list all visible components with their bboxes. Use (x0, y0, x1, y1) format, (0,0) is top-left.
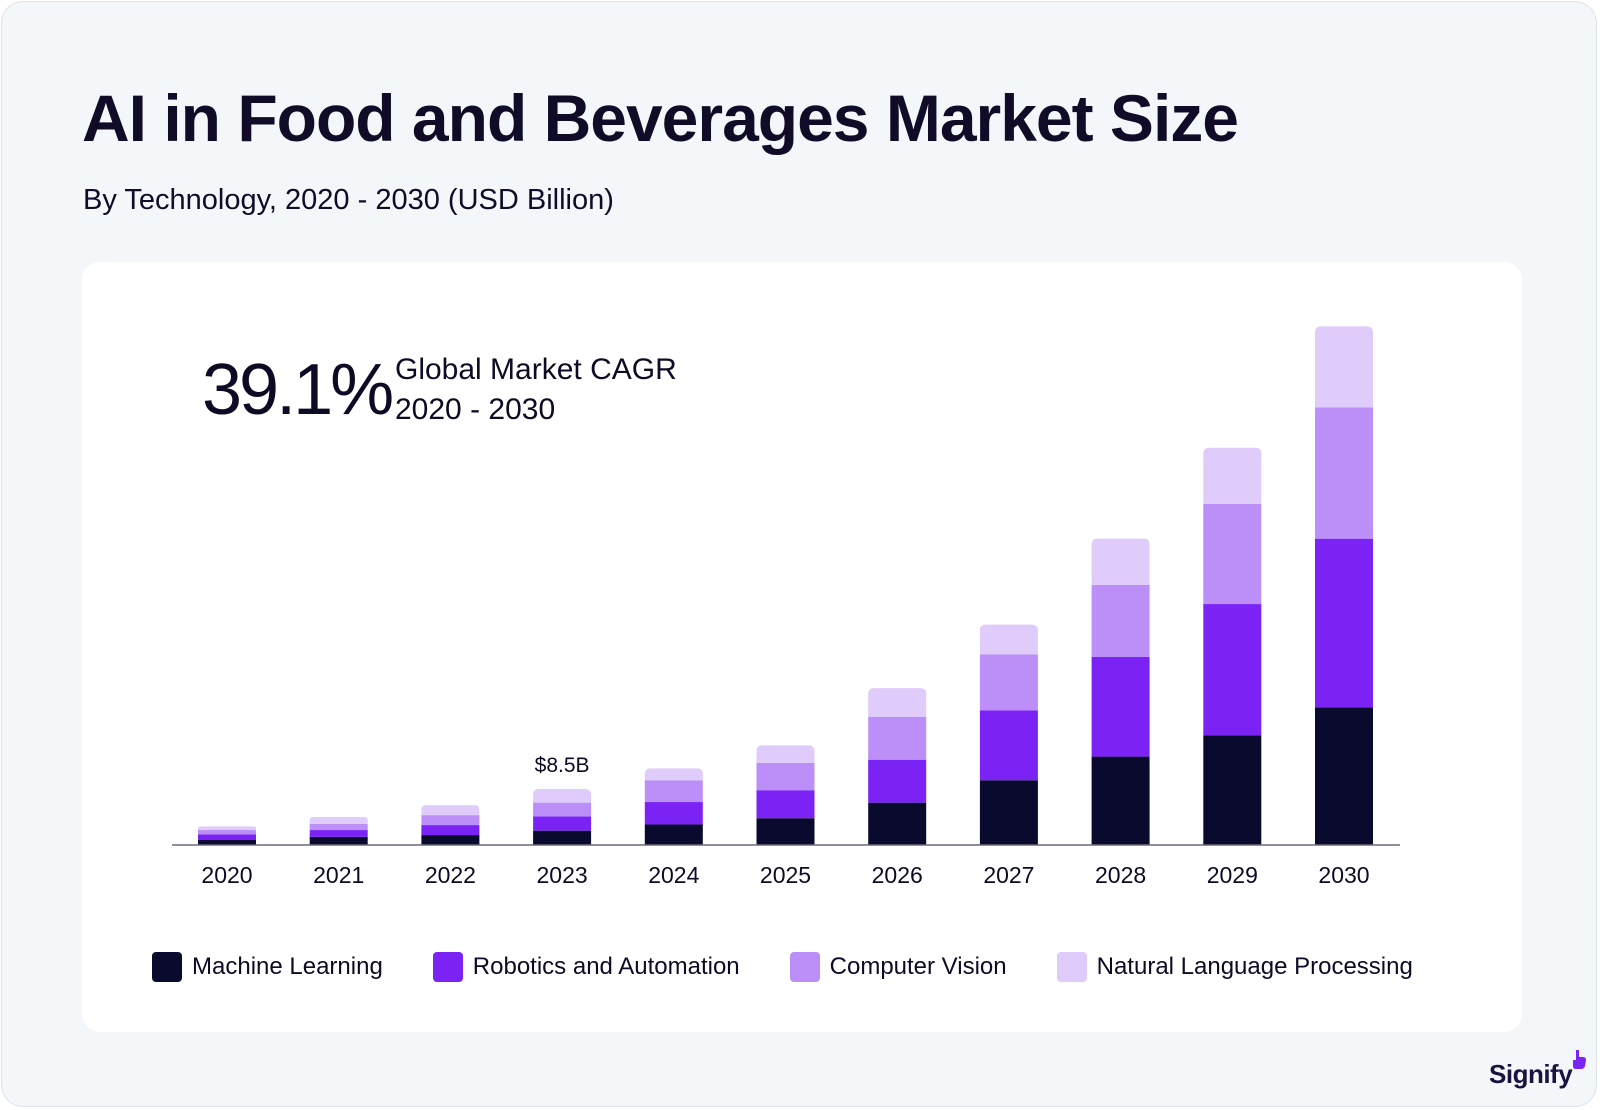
bar-segment-natural-language-processing-2024 (644, 768, 703, 781)
bar-segment-robotics-and-automation-2026 (868, 759, 927, 803)
bar-segment-natural-language-processing-2022 (421, 805, 480, 816)
bar-segment-machine-learning-2026 (868, 802, 927, 845)
bar-segment-natural-language-processing-2020 (198, 826, 256, 831)
x-tick-label-2027: 2027 (983, 862, 1034, 888)
legend-item-natural-language-processing: Natural Language Processing (1056, 952, 1413, 982)
x-tick-label-2028: 2028 (1095, 862, 1146, 888)
bar-segment-natural-language-processing-2025 (756, 745, 815, 763)
data-label-2023: $8.5B (535, 754, 590, 777)
bar-segment-natural-language-processing-2029 (1203, 447, 1262, 504)
chart-legend: Machine Learning Robotics and Automation C… (152, 952, 1413, 982)
legend-item-robotics-and-automation: Robotics and Automation (432, 952, 740, 982)
bar-segment-natural-language-processing-2028 (1091, 538, 1150, 585)
bar-segment-natural-language-processing-2023 (533, 788, 592, 803)
chart-card: 39.1% Global Market CAGR 2020 - 2030 202… (82, 262, 1522, 1032)
bar-segment-natural-language-processing-2026 (868, 688, 927, 717)
bar-segment-robotics-and-automation-2027 (979, 710, 1038, 781)
legend-swatch-computer-vision (789, 952, 820, 982)
bar-segment-robotics-and-automation-2020 (198, 834, 256, 841)
x-tick-label-2021: 2021 (313, 862, 364, 888)
bar-segment-computer-vision-2027 (979, 654, 1038, 711)
x-tick-label-2030: 2030 (1318, 862, 1369, 888)
legend-label-machine-learning: Machine Learning (192, 953, 383, 980)
cagr-label-line2: 2020 - 2030 (395, 393, 556, 426)
bar-segment-machine-learning-2025 (756, 818, 815, 845)
x-tick-label-2020: 2020 (201, 862, 252, 888)
legend-swatch-robotics-and-automation (432, 952, 463, 982)
bar-segment-natural-language-processing-2021 (309, 816, 368, 824)
bar-segment-computer-vision-2029 (1203, 503, 1262, 605)
stacked-bar-chart: 2020 2021 2022 2023 $8.5B 2024 2025 2026 2027 202… (172, 326, 1400, 888)
bar-segment-computer-vision-2023 (533, 802, 592, 817)
bar-segment-machine-learning-2021 (309, 836, 368, 845)
brand-name: Signify (1489, 1059, 1573, 1089)
bar-segment-computer-vision-2028 (1091, 584, 1150, 657)
bar-segment-machine-learning-2022 (421, 835, 480, 845)
bar-segment-robotics-and-automation-2029 (1203, 604, 1262, 736)
cagr-label: Global Market CAGR 2020 - 2030 (395, 350, 677, 430)
bar-segment-machine-learning-2029 (1203, 735, 1262, 845)
bar-segment-machine-learning-2023 (533, 830, 592, 845)
bar-segment-machine-learning-2024 (644, 824, 703, 845)
chart-title: AI in Food and Beverages Market Size (82, 81, 1239, 155)
bar-segment-computer-vision-2022 (421, 815, 480, 826)
bar-segment-robotics-and-automation-2025 (756, 790, 815, 819)
hand-pointer-icon (1573, 1050, 1587, 1069)
bar-segment-robotics-and-automation-2028 (1091, 656, 1150, 757)
chart-subtitle: By Technology, 2020 - 2030 (USD Billion) (83, 184, 614, 216)
bar-segment-computer-vision-2025 (756, 762, 815, 791)
bar-segment-computer-vision-2026 (868, 716, 927, 760)
legend-label-robotics-and-automation: Robotics and Automation (472, 953, 740, 980)
bar-segment-computer-vision-2021 (309, 823, 368, 831)
x-tick-label-2023: 2023 (537, 862, 588, 888)
legend-swatch-machine-learning (152, 952, 182, 982)
legend-label-natural-language-processing: Natural Language Processing (1096, 953, 1413, 980)
bar-segment-computer-vision-2024 (644, 780, 703, 803)
bar-segment-natural-language-processing-2030 (1315, 326, 1373, 408)
bar-segment-computer-vision-2020 (198, 830, 256, 835)
bar-segment-robotics-and-automation-2022 (421, 825, 480, 836)
bar-segment-machine-learning-2030 (1315, 707, 1373, 845)
legend-item-computer-vision: Computer Vision (789, 952, 1007, 982)
legend-label-computer-vision: Computer Vision (829, 953, 1007, 980)
bar-segment-robotics-and-automation-2021 (309, 830, 368, 837)
legend-swatch-natural-language-processing (1056, 952, 1087, 982)
bar-segment-robotics-and-automation-2023 (533, 816, 592, 831)
x-tick-label-2029: 2029 (1207, 862, 1258, 888)
bar-segment-robotics-and-automation-2030 (1315, 538, 1373, 708)
signify-logo: Signify (1489, 1048, 1588, 1090)
bar-segment-machine-learning-2020 (198, 840, 256, 845)
bar-segment-machine-learning-2027 (979, 780, 1038, 845)
bar-segment-natural-language-processing-2027 (979, 624, 1038, 655)
bar-segment-computer-vision-2030 (1315, 407, 1373, 539)
x-tick-label-2025: 2025 (760, 862, 811, 888)
cagr-value: 39.1% (202, 350, 394, 430)
x-tick-label-2026: 2026 (872, 862, 923, 888)
x-tick-label-2024: 2024 (648, 862, 699, 888)
x-tick-label-2022: 2022 (425, 862, 476, 888)
bar-segment-robotics-and-automation-2024 (644, 802, 703, 825)
cagr-label-line1: Global Market CAGR (395, 353, 677, 386)
bar-segment-machine-learning-2028 (1091, 756, 1150, 845)
legend-item-machine-learning: Machine Learning (152, 952, 383, 982)
